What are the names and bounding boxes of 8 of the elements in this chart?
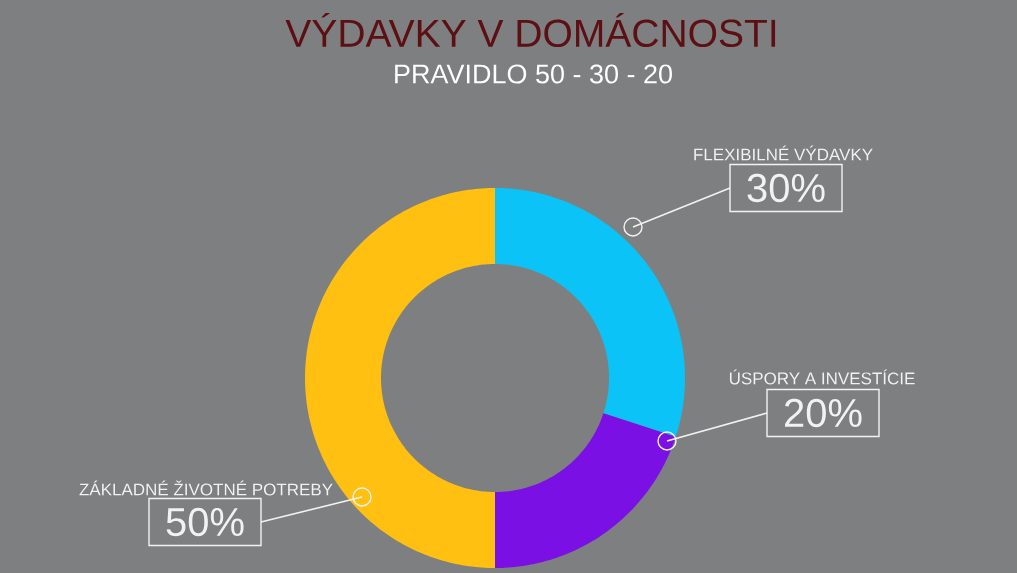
slice-label: FLEXIBILNÉ VÝDAVKY [694,145,873,161]
data-label: 20% [784,398,862,428]
data-label: 50% [166,507,244,537]
slice-label: ÚSPORY A INVESTÍCIE [729,369,915,385]
data-label: 30% [747,173,825,203]
chart-title: VÝDAVKY V DOMÁCNOSTI [285,12,776,48]
slice-label: ZÁKLADNÉ ŽIVOTNÉ POTREBY [79,480,333,496]
chart-subtitle: PRAVIDLO 50 - 30 - 20 [395,64,672,84]
